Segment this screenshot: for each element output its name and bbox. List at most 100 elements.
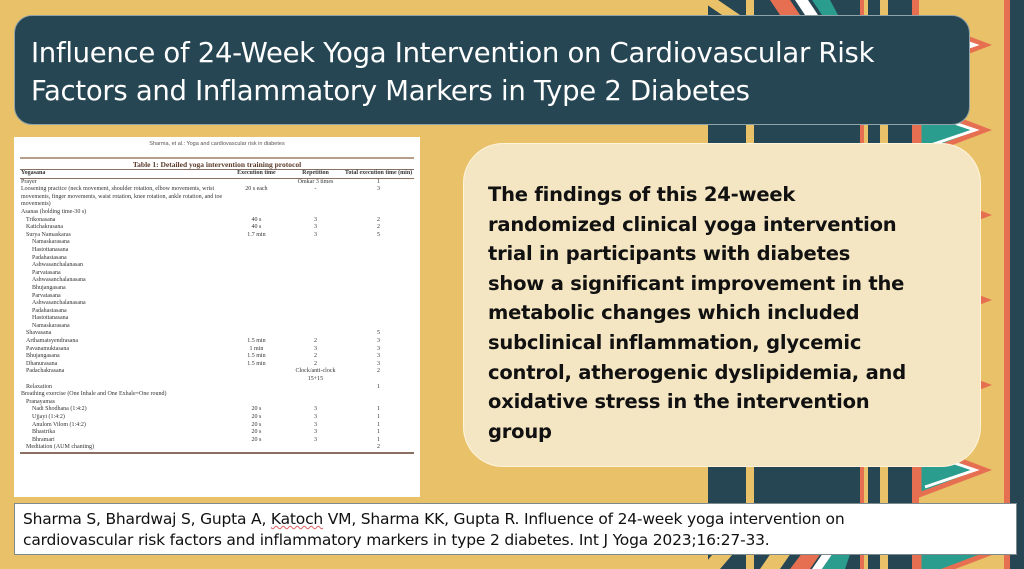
cell-execution-time [225, 391, 288, 399]
cell-execution-time: 1.5 min [247, 360, 266, 367]
cell-execution-time [225, 300, 288, 308]
cell-total-time [343, 293, 414, 301]
citation-text: Sharma S, Bhardwaj S, Gupta A, Katoch VM… [23, 509, 1008, 551]
table-row: Breathing exercise (One Inhale and One E… [20, 391, 414, 399]
cell-execution-time: 20 s [251, 414, 262, 420]
cell-execution-time: 1.5 min [247, 338, 266, 345]
table-row: Pavanamuktasana 1 min 3 3 [20, 346, 414, 354]
cell-yogasana: Prayer [21, 178, 37, 185]
cell-total-time [343, 399, 414, 407]
cell-repetition: 2 [314, 353, 317, 360]
cell-repetition: 2 [314, 360, 317, 367]
cell-total-time [343, 323, 414, 331]
cell-yogasana: Arthamatsyendrasana [26, 338, 78, 345]
cell-repetition: 3 [314, 224, 317, 231]
slide-title-box: Influence of 24-Week Yoga Intervention o… [14, 15, 970, 125]
cell-repetition [288, 247, 343, 255]
cell-total-time: 2 [377, 216, 381, 223]
cell-total-time [343, 255, 414, 263]
cell-total-time: 5 [377, 231, 381, 238]
cell-repetition [288, 308, 343, 316]
cell-repetition [288, 399, 343, 407]
cell-yogasana: Breathing exercise (One Inhale and One E… [21, 391, 167, 398]
cell-yogasana: Padahastasana [32, 254, 67, 261]
cell-yogasana: Parvatasana [32, 269, 61, 276]
cell-yogasana: Pranayamas [26, 398, 55, 405]
cell-repetition: Clock/anti-clock 15+15 [295, 368, 336, 383]
cell-yogasana: Bhastrika [32, 429, 55, 436]
cell-total-time [343, 285, 414, 293]
cell-yogasana: Namaskarasana [32, 322, 70, 329]
cell-yogasana: Pavanamuktasana [26, 345, 69, 352]
findings-line: show a significant improvement in the [488, 271, 905, 295]
table-row: Hastottanasana [20, 247, 414, 255]
cell-total-time [343, 315, 414, 323]
cell-execution-time: 20 s [251, 421, 262, 428]
citation-box[interactable]: Sharma S, Bhardwaj S, Gupta A, Katoch VM… [14, 503, 1017, 555]
cell-repetition [288, 300, 343, 308]
cell-yogasana: Trikonasana [26, 216, 56, 223]
protocol-table: Yogasana Execution time Repetition Total… [20, 169, 414, 454]
cell-repetition [288, 330, 343, 338]
cell-total-time: 1 [377, 429, 381, 436]
table-row: Hastottanasana [20, 315, 414, 323]
table-row: Arthamatsyendrasana 1.5 min 2 3 [20, 338, 414, 346]
cell-execution-time: 20 s [251, 429, 262, 436]
table-row: Anulom Vilom (1:4:2) 20 s 3 1 [20, 422, 414, 430]
table-row: Padahastasana [20, 308, 414, 316]
table-row: Pranayamas [20, 399, 414, 407]
header-total-time: Total execution time (min) [343, 169, 414, 179]
findings-callout: The findings of this 24-week randomized … [463, 143, 981, 467]
cell-execution-time [225, 209, 288, 217]
cell-yogasana: Loosening practice (neck movement, shoul… [21, 186, 223, 208]
cell-repetition: 2 [314, 338, 317, 345]
cell-yogasana: Asanas (holding time-30 s) [21, 208, 87, 215]
cell-execution-time [225, 384, 288, 392]
cell-repetition: 3 [314, 231, 317, 238]
cell-execution-time [225, 399, 288, 407]
findings-line: subclinical inflammation, glycemic [488, 330, 862, 354]
cell-yogasana: Ujjayi (1:4:2) [32, 414, 65, 420]
cell-yogasana: Parvatasana [32, 292, 61, 299]
cell-total-time: 1 [377, 178, 381, 185]
cell-repetition: 3 [314, 414, 317, 420]
cell-execution-time [225, 315, 288, 323]
cell-yogasana: Relaxation [26, 383, 52, 390]
cell-execution-time [225, 368, 288, 383]
citation-line-1-start: Sharma S, Bhardwaj S, Gupta A, [23, 510, 271, 528]
cell-execution-time [225, 277, 288, 285]
table-row: Ashwasanchalanasana [20, 300, 414, 308]
cell-yogasana: Ashwasanchalanasana [32, 300, 86, 307]
cell-repetition: 3 [314, 345, 317, 352]
cell-yogasana: Ashwasanchalanasan [32, 262, 83, 269]
cell-execution-time: 20 s each [245, 186, 268, 193]
cell-total-time: 5 [377, 330, 381, 337]
table-row: Bhujangasana [20, 285, 414, 293]
table-row: Bhastrika 20 s 3 1 [20, 429, 414, 437]
cell-execution-time [225, 239, 288, 247]
spellcheck-flagged-word: Katoch [270, 510, 324, 528]
cell-yogasana: Ashwasanchalanasana [32, 277, 86, 284]
table-row: Padachakrasana Clock/anti-clock 15+15 2 [20, 368, 414, 383]
running-head: Sharma, et al.: Yoga and cardiovascular … [149, 141, 285, 147]
cell-repetition: 3 [314, 216, 317, 223]
findings-line: oxidative stress in the intervention [488, 390, 870, 414]
cell-total-time [343, 391, 414, 399]
table-row: Padahastasana [20, 255, 414, 263]
cell-repetition [288, 270, 343, 278]
table-row: Katichakrasana 40 s 3 2 [20, 224, 414, 232]
cell-execution-time [225, 270, 288, 278]
table-row: Parvatasana [20, 270, 414, 278]
cell-repetition: 3 [314, 421, 317, 428]
header-repetition: Repetition [287, 169, 344, 179]
cell-repetition: Omkar 3 times [297, 178, 334, 185]
table-row: Ashwasanchalanasana [20, 277, 414, 285]
slide-title-line-2: Factors and Inflammatory Markers in Type… [31, 75, 750, 107]
cell-repetition [288, 255, 343, 263]
findings-line: trial in participants with diabetes [488, 242, 851, 266]
header-yogasana: Yogasana [20, 169, 225, 179]
table-row: Dhanurasana 1.5 min 2 3 [20, 361, 414, 369]
table-title: Table 1: Detailed yoga intervention trai… [20, 157, 414, 169]
table-row: Ashwasanchalanasan [20, 262, 414, 270]
cell-repetition [287, 444, 344, 454]
